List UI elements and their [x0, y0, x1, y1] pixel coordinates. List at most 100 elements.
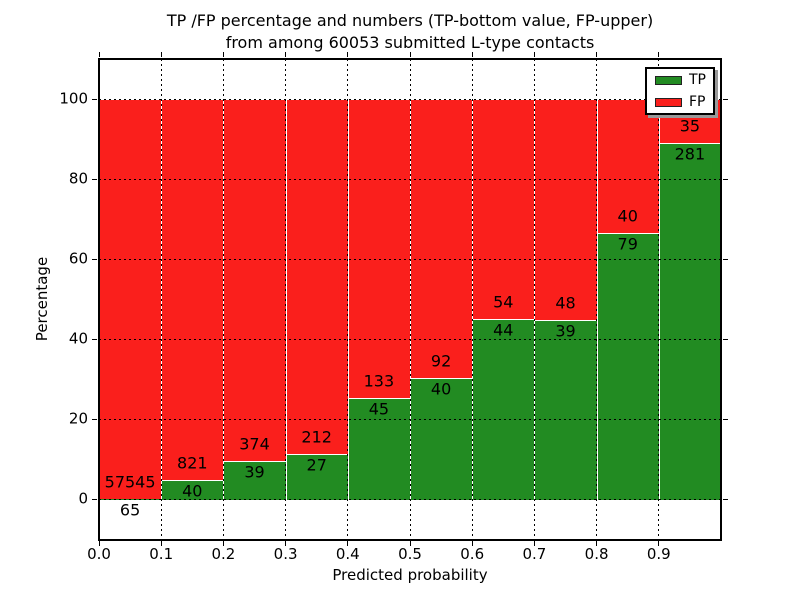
y-tick-label: 20 [68, 409, 88, 428]
x-tick-mark-bottom [347, 541, 349, 546]
x-axis-label: Predicted probability [332, 566, 488, 584]
fp-value-label: 374 [239, 434, 270, 454]
x-tick-mark-top [471, 52, 473, 57]
tp-value-label: 281 [674, 144, 706, 164]
gridline-vertical [160, 59, 162, 539]
bar-segment-tp [347, 397, 412, 501]
tp-value-label: 40 [182, 481, 203, 501]
x-tick-label: 0.4 [335, 545, 360, 563]
bar-segment-tp [223, 461, 288, 501]
tp-value-label: 40 [430, 379, 452, 399]
gridline-horizontal [99, 498, 721, 500]
gridline-vertical [222, 59, 224, 539]
x-tick-label: 0.2 [211, 545, 236, 563]
tp-value-label: 39 [555, 321, 576, 341]
gridline-horizontal [99, 338, 721, 340]
y-tick-mark-left [92, 258, 97, 260]
gridline-vertical [533, 59, 535, 539]
x-tick-mark-top [285, 52, 287, 57]
bar-segment-fp [285, 99, 350, 456]
x-tick-mark-top [347, 52, 349, 57]
y-tick-label: 60 [68, 249, 88, 268]
fp-value-label: 57545 [104, 472, 156, 492]
x-tick-label: 0.8 [584, 545, 609, 563]
gridline-vertical [596, 59, 598, 539]
chart-title-line1: TP /FP percentage and numbers (TP-bottom… [166, 11, 654, 30]
x-tick-mark-top [222, 52, 224, 57]
tp-value-label: 79 [617, 234, 638, 254]
bar-segment-tp [410, 377, 475, 501]
legend: TP FP [645, 67, 715, 115]
bar-segment-fp [347, 99, 412, 400]
x-tick-label: 0.1 [149, 545, 174, 563]
x-tick-mark-bottom [596, 541, 598, 546]
fp-value-label: 212 [301, 427, 332, 447]
gridline-horizontal [99, 418, 721, 420]
x-tick-mark-bottom [409, 541, 411, 546]
chart-title: TP /FP percentage and numbers (TP-bottom… [99, 10, 721, 54]
y-tick-label: 80 [68, 169, 88, 188]
gridline-vertical [285, 59, 287, 539]
gridline-horizontal [99, 178, 721, 180]
x-tick-mark-top [658, 52, 660, 57]
bar-segment-tp [472, 319, 537, 501]
bar-segment-fp [99, 99, 164, 501]
bar-segment-tp [658, 143, 723, 501]
y-tick-label: 0 [78, 489, 88, 508]
x-tick-mark-bottom [98, 541, 100, 546]
bar-segment-fp [223, 99, 288, 464]
y-tick-mark-right [723, 258, 728, 260]
fp-value-label: 821 [177, 453, 208, 473]
x-tick-mark-top [409, 52, 411, 57]
y-axis-label: Percentage [33, 256, 51, 342]
fp-value-label: 92 [430, 351, 452, 371]
y-tick-label: 100 [59, 89, 88, 108]
plot-area: 57545 65 821 40 374 39 212 27 133 45 92 40 54 44 48 39 4… [99, 59, 723, 539]
gridline-vertical [471, 59, 473, 539]
fp-value-label: 133 [363, 371, 395, 391]
bar-segment-tp [596, 233, 661, 501]
gridline-vertical [347, 59, 349, 539]
x-tick-mark-bottom [285, 541, 287, 546]
y-tick-mark-left [92, 98, 97, 100]
x-tick-label: 0.3 [273, 545, 298, 563]
legend-swatch-tp [655, 75, 682, 85]
y-tick-mark-left [92, 418, 97, 420]
fp-value-label: 54 [493, 292, 514, 312]
x-tick-label: 0.9 [646, 545, 671, 563]
x-tick-label: 0.7 [522, 545, 547, 563]
bar-segment-fp [410, 99, 475, 380]
gridline-vertical [658, 59, 660, 539]
fp-value-label: 48 [555, 293, 576, 313]
x-tick-label: 0.6 [460, 545, 485, 563]
fp-value-label: 35 [679, 116, 701, 136]
tp-value-label: 45 [368, 399, 390, 419]
y-tick-mark-right [723, 178, 728, 180]
x-tick-mark-top [98, 52, 100, 57]
bar-segment-fp [472, 99, 537, 322]
x-tick-label: 0.0 [87, 545, 111, 563]
tp-value-label: 27 [306, 455, 327, 475]
x-tick-mark-bottom [533, 541, 535, 546]
legend-item-fp: FP [655, 93, 713, 111]
legend-item-tp: TP [655, 71, 713, 89]
x-tick-mark-bottom [160, 541, 162, 546]
bar-segment-fp [534, 99, 599, 322]
chart-title-line2: from among 60053 submitted L-type contac… [225, 33, 595, 52]
x-tick-mark-bottom [658, 541, 660, 546]
y-tick-mark-left [92, 338, 97, 340]
bar-segment-fp [161, 99, 226, 483]
legend-swatch-fp [655, 97, 682, 107]
gridline-horizontal [99, 258, 721, 260]
x-tick-mark-top [160, 52, 162, 57]
legend-label-fp: FP [689, 94, 706, 110]
tp-value-label: 44 [493, 320, 514, 340]
y-tick-mark-left [92, 498, 97, 500]
y-tick-mark-right [723, 498, 728, 500]
x-tick-mark-bottom [471, 541, 473, 546]
x-tick-mark-top [596, 52, 598, 57]
y-tick-label: 40 [68, 329, 88, 348]
x-tick-mark-top [533, 52, 535, 57]
y-tick-mark-right [723, 338, 728, 340]
